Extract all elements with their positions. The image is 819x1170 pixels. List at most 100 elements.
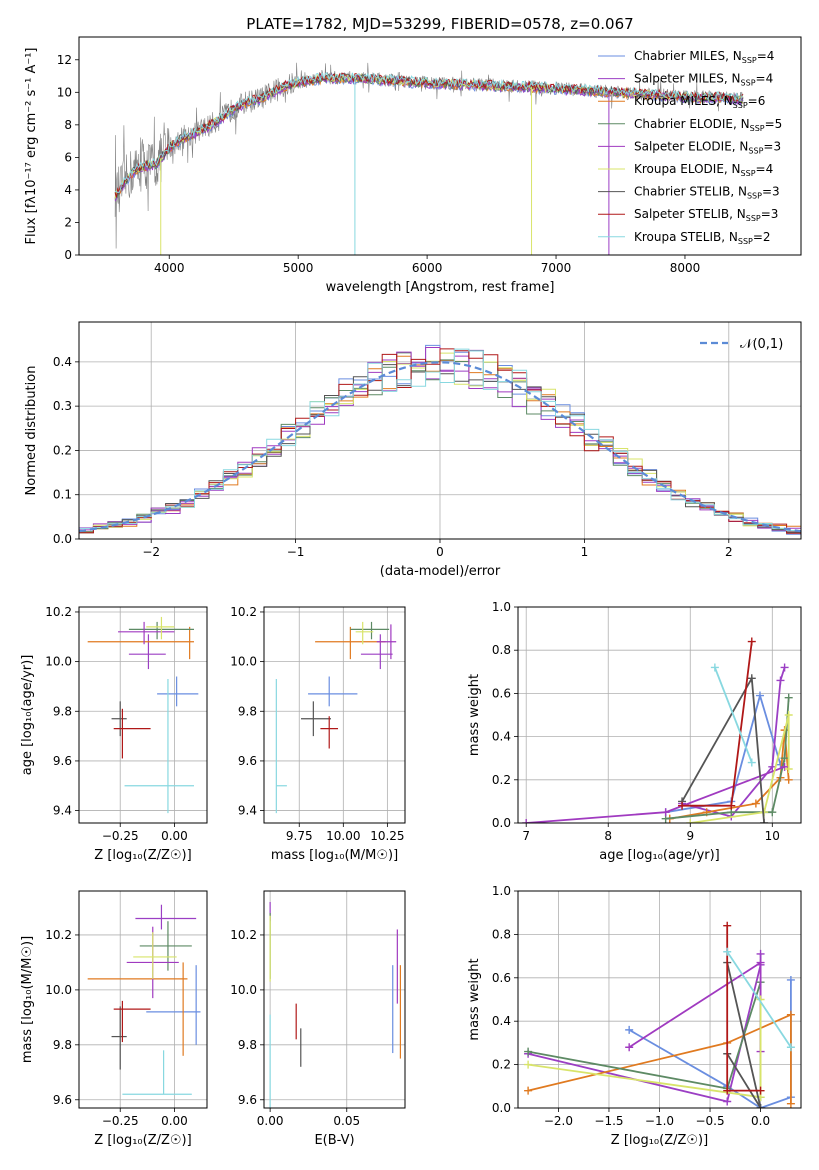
weight-marker-2 bbox=[786, 1010, 795, 1019]
mass-weight-vs-metallicity-panel: −2.0 −1.5 −1.0 −0.5 0.0 0.0 0.2 0.4 0.6 0.8 1.0 Z [… bbox=[467, 884, 802, 1148]
weight-marker-6 bbox=[760, 819, 769, 823]
weight-line-4 bbox=[628, 960, 762, 1052]
y-tick-label: 9.4 bbox=[53, 804, 72, 818]
y-tick-label: 0.3 bbox=[53, 399, 72, 413]
weight-marker-4 bbox=[522, 819, 531, 823]
y-tick-label: 9.8 bbox=[238, 704, 257, 718]
y-axis-label: mass weight bbox=[467, 674, 482, 756]
weight-marker-1 bbox=[756, 949, 765, 958]
y-tick-label: 8 bbox=[64, 118, 72, 132]
mass-vs-extinction-panel: 0.00 0.05 9.6 9.8 10.0 10.2 E(B-V) bbox=[230, 890, 406, 1148]
x-tick-label: −1 bbox=[287, 545, 305, 559]
x-axis-label: Z [log₁₀(Z/Z☉)] bbox=[94, 848, 191, 863]
y-tick-label: 9.8 bbox=[238, 1038, 257, 1052]
weight-marker-5 bbox=[784, 765, 793, 773]
weight-line-8 bbox=[714, 667, 753, 763]
weight-marker-7 bbox=[727, 801, 736, 810]
weight-marker-4 bbox=[756, 958, 765, 967]
y-axis-label: mass weight bbox=[467, 958, 482, 1040]
x-axis-label: mass [log₁₀(M/M☉)] bbox=[271, 848, 398, 863]
x-tick-label: 1 bbox=[581, 545, 589, 559]
y-tick-label: 0.8 bbox=[492, 927, 511, 941]
y-tick-label: 6 bbox=[64, 150, 72, 164]
y-tick-label: 1.0 bbox=[492, 884, 511, 898]
y-tick-label: 2 bbox=[64, 215, 72, 229]
weight-marker-3 bbox=[524, 1047, 533, 1056]
figure-title: PLATE=1782, MJD=53299, FIBERID=0578, z=0… bbox=[246, 15, 633, 33]
axes-frame bbox=[263, 890, 406, 1109]
x-tick-label: 0.00 bbox=[161, 829, 188, 843]
model-spectrum-7 bbox=[114, 72, 744, 198]
weight-line-5 bbox=[690, 714, 790, 823]
y-tick-label: 0.4 bbox=[53, 355, 72, 369]
x-tick-label: −0.25 bbox=[102, 1114, 139, 1128]
x-tick-label: 7 bbox=[522, 829, 530, 843]
x-tick-label: 0.00 bbox=[161, 1114, 188, 1128]
y-tick-label: 10 bbox=[57, 85, 72, 99]
weight-marker-2 bbox=[751, 799, 760, 808]
legend-label-2: Kroupa MILES, NSSP=6 bbox=[634, 94, 765, 110]
y-tick-label: 10.2 bbox=[45, 605, 72, 619]
y-tick-label: 12 bbox=[57, 53, 72, 67]
weight-line-3 bbox=[665, 697, 790, 820]
x-tick-label: 10 bbox=[765, 829, 780, 843]
weight-marker-3 bbox=[780, 754, 789, 763]
weight-marker-0 bbox=[755, 691, 764, 700]
legend-label-4: Salpeter ELODIE, NSSP=3 bbox=[634, 139, 781, 155]
x-axis-label: Z [log₁₀(Z/Z☉)] bbox=[94, 1133, 191, 1148]
weight-marker-8 bbox=[786, 1043, 795, 1052]
weight-marker-2 bbox=[784, 775, 793, 784]
y-tick-label: 9.8 bbox=[53, 704, 72, 718]
weight-line-7 bbox=[726, 925, 761, 1092]
y-tick-label: 0.6 bbox=[492, 686, 511, 700]
x-tick-label: −1.0 bbox=[645, 1114, 674, 1128]
x-tick-label: 0.05 bbox=[333, 1114, 360, 1128]
x-tick-label: −0.5 bbox=[695, 1114, 724, 1128]
mass-weight-vs-age-panel: 7 8 9 10 0.0 0.2 0.4 0.6 0.8 1.0 age [log₁₀(age/yr… bbox=[467, 600, 802, 863]
weight-marker-5 bbox=[686, 819, 695, 823]
y-tick-label: 10.2 bbox=[230, 928, 257, 942]
x-tick-label: 0.0 bbox=[751, 1114, 770, 1128]
x-tick-label: 7000 bbox=[541, 261, 572, 275]
y-axis-label: age [log₁₀(age/yr)] bbox=[20, 655, 35, 776]
weight-marker-8 bbox=[747, 758, 756, 767]
y-tick-label: 9.6 bbox=[238, 754, 257, 768]
y-tick-label: 10.0 bbox=[45, 655, 72, 669]
x-tick-label: 4000 bbox=[154, 261, 185, 275]
weight-marker-4 bbox=[780, 762, 789, 771]
weight-marker-0 bbox=[786, 975, 795, 984]
normal-reference-curve bbox=[79, 361, 801, 533]
x-axis-label: Z [log₁₀(Z/Z☉)] bbox=[611, 1133, 708, 1148]
y-axis-label: Flux [fλ10⁻¹⁷ erg cm⁻² s⁻¹ A⁻¹] bbox=[24, 48, 39, 245]
weight-marker-6 bbox=[756, 1104, 765, 1108]
weight-marker-3 bbox=[768, 808, 777, 817]
weight-marker-2 bbox=[524, 1086, 533, 1095]
y-tick-label: 10.2 bbox=[230, 605, 257, 619]
y-tick-label: 0.6 bbox=[492, 971, 511, 985]
axes-frame bbox=[517, 890, 802, 1109]
y-tick-label: 0.4 bbox=[492, 1014, 511, 1028]
weight-marker-7 bbox=[678, 801, 687, 810]
residuals-panel: −2 −1 0 1 2 0.0 0.1 0.2 0.3 0.4 (data-model)/error… bbox=[24, 321, 802, 579]
histogram-8 bbox=[79, 348, 801, 539]
x-tick-label: 10.25 bbox=[370, 829, 404, 843]
y-tick-label: 1.0 bbox=[492, 600, 511, 614]
weight-marker-7 bbox=[723, 921, 732, 930]
y-tick-label: 0.2 bbox=[53, 443, 72, 457]
y-tick-label: 10.0 bbox=[230, 983, 257, 997]
x-tick-label: 6000 bbox=[412, 261, 443, 275]
legend-label-8: Kroupa STELIB, NSSP=2 bbox=[634, 230, 771, 246]
y-tick-label: 0.0 bbox=[492, 1101, 511, 1115]
weight-marker-8 bbox=[710, 663, 719, 672]
weight-marker-5 bbox=[784, 711, 793, 719]
x-tick-label: 9.75 bbox=[286, 829, 313, 843]
spectrum-panel: 4000 5000 6000 7000 8000 0 2 4 6 8 10 12 wavelength … bbox=[24, 36, 802, 295]
y-tick-label: 0.1 bbox=[53, 488, 72, 502]
x-tick-label: −1.5 bbox=[594, 1114, 623, 1128]
weight-marker-7 bbox=[747, 637, 756, 646]
weight-line-6 bbox=[726, 962, 762, 1108]
x-axis-label: age [log₁₀(age/yr)] bbox=[599, 848, 720, 863]
y-axis-label: Normed distribution bbox=[24, 366, 39, 496]
x-axis-label: (data-model)/error bbox=[380, 564, 501, 579]
